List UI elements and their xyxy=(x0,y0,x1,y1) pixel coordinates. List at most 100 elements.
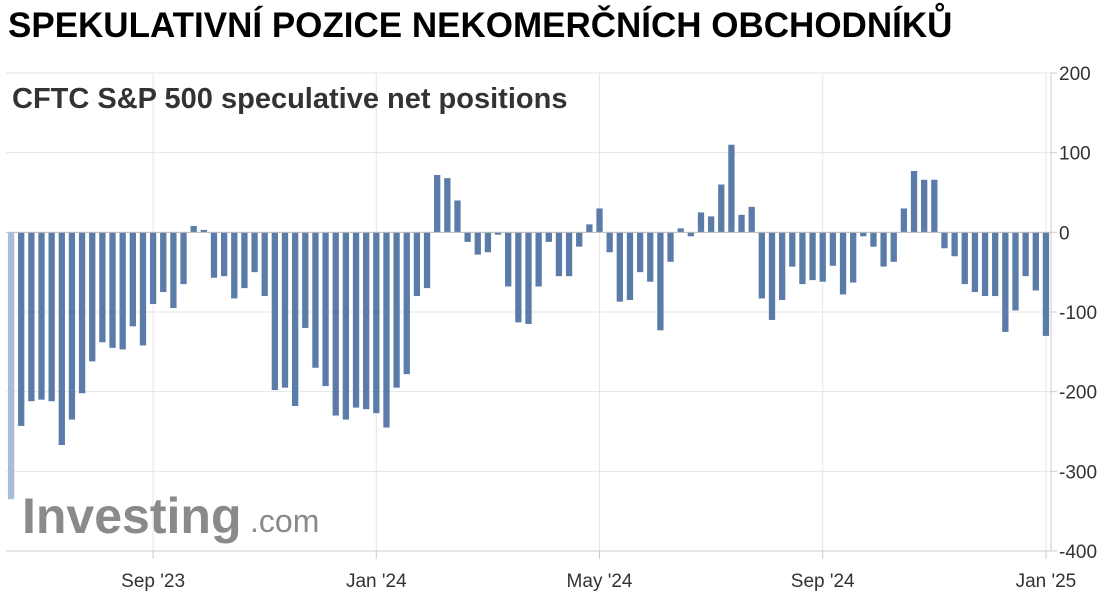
bar xyxy=(78,232,86,394)
bar xyxy=(434,174,441,233)
bar xyxy=(484,232,492,253)
bar xyxy=(606,232,613,253)
bar xyxy=(363,232,370,410)
bar xyxy=(464,232,471,242)
bar xyxy=(18,232,25,426)
bar xyxy=(667,232,674,262)
bar xyxy=(971,232,979,293)
bar xyxy=(697,212,705,233)
logo-wordmark: Investing xyxy=(22,488,241,544)
bar xyxy=(900,208,908,233)
bar xyxy=(302,232,309,328)
bar xyxy=(687,232,694,237)
bar xyxy=(758,232,765,299)
bar xyxy=(332,232,339,416)
chart-title: CFTC S&P 500 speculative net positions xyxy=(12,83,567,115)
bar xyxy=(38,232,45,400)
y-tick-label: -200 xyxy=(1059,383,1097,404)
bar xyxy=(170,232,177,309)
bar xyxy=(981,232,989,297)
bars xyxy=(7,144,1050,500)
grid-lines xyxy=(6,72,1051,551)
bar xyxy=(109,232,116,348)
headline: SPEKULATIVNÍ POZICE NEKOMERČNÍCH OBCHODN… xyxy=(8,6,953,45)
x-tick-label: Jan '25 xyxy=(1016,571,1077,592)
bar xyxy=(718,184,725,233)
bar xyxy=(7,232,15,500)
bar xyxy=(68,232,76,420)
bar xyxy=(119,232,126,350)
bar xyxy=(160,232,167,293)
bar xyxy=(261,232,268,297)
bar xyxy=(271,232,278,391)
tick-labels: 200 100 0 -100 -200 -300 -400 Sep '23 Jan '24 May… xyxy=(121,64,1097,592)
bar xyxy=(961,232,968,285)
bar xyxy=(494,232,502,235)
bar xyxy=(860,232,867,237)
x-tick-label: Sep '23 xyxy=(121,571,185,592)
bar xyxy=(241,232,248,289)
bar xyxy=(768,232,776,320)
bar xyxy=(352,232,360,408)
bar xyxy=(505,232,512,287)
bar xyxy=(342,232,350,420)
bar xyxy=(1002,232,1009,332)
bar xyxy=(413,232,421,297)
bar xyxy=(403,232,410,375)
bar xyxy=(454,200,461,233)
y-tick-label: -300 xyxy=(1059,462,1097,483)
x-tick-label: Sep '24 xyxy=(791,571,855,592)
bar xyxy=(931,179,938,233)
bar xyxy=(586,224,593,233)
bar xyxy=(149,232,157,305)
bar xyxy=(444,178,451,233)
bar xyxy=(870,232,877,247)
bar xyxy=(1042,232,1050,336)
bar xyxy=(129,232,136,327)
bar xyxy=(890,232,897,262)
bar xyxy=(576,232,583,247)
bar xyxy=(383,232,390,428)
x-tick-label: May '24 xyxy=(567,571,633,592)
bar xyxy=(728,144,735,233)
x-tick-label: Jan '24 xyxy=(346,571,407,592)
bar xyxy=(951,232,958,257)
bar xyxy=(839,232,847,295)
bar xyxy=(941,232,948,249)
bar xyxy=(819,232,826,282)
bar xyxy=(636,232,644,273)
bar xyxy=(322,232,329,387)
bar xyxy=(220,232,228,277)
bar xyxy=(312,232,319,368)
investing-logo: Investing .com xyxy=(22,488,319,544)
bar xyxy=(707,216,715,233)
bar xyxy=(748,206,755,233)
bar xyxy=(799,232,806,285)
logo-suffix: .com xyxy=(250,503,319,539)
bar xyxy=(292,232,299,406)
bar xyxy=(565,232,573,277)
y-tick-label: 200 xyxy=(1059,64,1091,85)
bar xyxy=(515,232,522,323)
axes xyxy=(6,72,1057,559)
bar xyxy=(251,232,258,273)
bar xyxy=(910,170,918,233)
bar xyxy=(657,232,664,331)
bar xyxy=(48,232,55,402)
bar xyxy=(1012,232,1019,311)
bar xyxy=(210,232,218,278)
bar xyxy=(880,232,887,267)
bar xyxy=(99,232,106,343)
bar xyxy=(1032,232,1039,291)
bar xyxy=(992,232,999,297)
bar xyxy=(139,232,147,346)
y-tick-label: 0 xyxy=(1059,223,1070,244)
y-tick-label: 100 xyxy=(1059,144,1091,165)
bar xyxy=(423,232,431,289)
bar xyxy=(809,232,816,281)
bar xyxy=(190,225,197,233)
bar xyxy=(58,232,65,446)
bar xyxy=(28,232,35,402)
y-tick-label: -100 xyxy=(1059,303,1097,324)
